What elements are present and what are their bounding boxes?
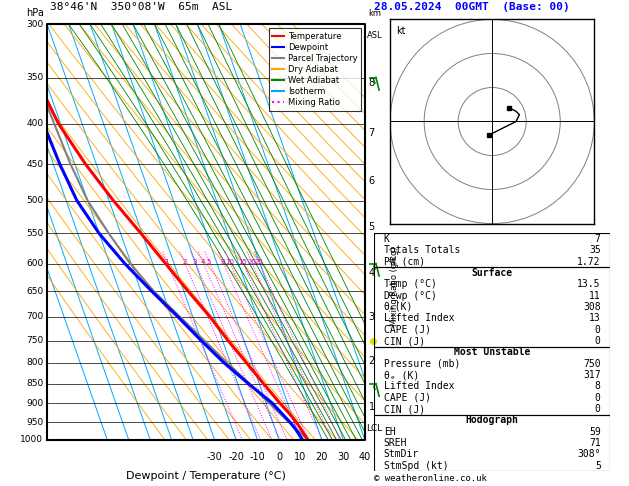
Text: Temp (°C): Temp (°C) <box>384 279 437 289</box>
Text: 8: 8 <box>595 382 601 391</box>
Text: 500: 500 <box>26 196 43 205</box>
Text: 0: 0 <box>595 404 601 414</box>
Text: 450: 450 <box>26 160 43 169</box>
Text: K: K <box>384 234 389 244</box>
Text: 400: 400 <box>26 119 43 128</box>
Text: Pressure (mb): Pressure (mb) <box>384 359 460 369</box>
Text: StmDir: StmDir <box>384 450 419 459</box>
Text: 1000: 1000 <box>20 435 43 444</box>
Text: 1: 1 <box>165 259 169 265</box>
Text: 8: 8 <box>221 259 225 265</box>
Text: Dewp (°C): Dewp (°C) <box>384 291 437 301</box>
Text: SREH: SREH <box>384 438 407 448</box>
Text: 3: 3 <box>369 312 375 322</box>
Text: 700: 700 <box>26 312 43 321</box>
Text: 13: 13 <box>589 313 601 323</box>
Text: 20: 20 <box>247 259 256 265</box>
Text: 350: 350 <box>26 73 43 82</box>
Text: 6: 6 <box>369 176 375 186</box>
Text: 308°: 308° <box>577 450 601 459</box>
Text: 4: 4 <box>369 268 375 278</box>
Text: 0: 0 <box>276 452 282 462</box>
Text: 650: 650 <box>26 287 43 295</box>
Text: kt: kt <box>396 26 406 35</box>
Text: 750: 750 <box>26 336 43 345</box>
Text: θₑ(K): θₑ(K) <box>384 302 413 312</box>
Text: Lifted Index: Lifted Index <box>384 382 454 391</box>
Text: ASL: ASL <box>367 31 382 39</box>
Text: 11: 11 <box>589 291 601 301</box>
Text: 8: 8 <box>369 78 375 88</box>
Text: Mixing Ratio (g/kg): Mixing Ratio (g/kg) <box>390 246 399 326</box>
Text: CIN (J): CIN (J) <box>384 404 425 414</box>
Text: Most Unstable: Most Unstable <box>454 347 530 357</box>
Text: StmSpd (kt): StmSpd (kt) <box>384 461 448 471</box>
Text: 13.5: 13.5 <box>577 279 601 289</box>
Text: 28.05.2024  00GMT  (Base: 00): 28.05.2024 00GMT (Base: 00) <box>374 2 570 12</box>
Text: 0: 0 <box>595 336 601 346</box>
Text: 3: 3 <box>192 259 198 265</box>
Text: Totals Totals: Totals Totals <box>384 245 460 255</box>
Text: 38°46'N  350°08'W  65m  ASL: 38°46'N 350°08'W 65m ASL <box>50 2 233 12</box>
Text: 15: 15 <box>238 259 247 265</box>
Text: 25: 25 <box>255 259 264 265</box>
Text: 0: 0 <box>595 393 601 403</box>
Text: 5: 5 <box>369 222 375 232</box>
Text: 300: 300 <box>26 20 43 29</box>
Text: 30: 30 <box>337 452 350 462</box>
Text: 308: 308 <box>583 302 601 312</box>
Text: -20: -20 <box>228 452 244 462</box>
Text: 900: 900 <box>26 399 43 408</box>
Text: CIN (J): CIN (J) <box>384 336 425 346</box>
Text: CAPE (J): CAPE (J) <box>384 393 431 403</box>
Text: -10: -10 <box>250 452 265 462</box>
Text: hPa: hPa <box>26 8 44 18</box>
Text: 800: 800 <box>26 358 43 367</box>
Text: PW (cm): PW (cm) <box>384 257 425 267</box>
Text: 750: 750 <box>583 359 601 369</box>
Text: 2: 2 <box>369 356 375 365</box>
Text: CAPE (J): CAPE (J) <box>384 325 431 335</box>
Text: 600: 600 <box>26 259 43 268</box>
Text: 1.72: 1.72 <box>577 257 601 267</box>
Text: Dewpoint / Temperature (°C): Dewpoint / Temperature (°C) <box>126 471 286 481</box>
Text: Hodograph: Hodograph <box>465 416 519 425</box>
Text: 40: 40 <box>359 452 371 462</box>
Text: 1: 1 <box>369 401 375 412</box>
Text: -30: -30 <box>207 452 223 462</box>
Text: 35: 35 <box>589 245 601 255</box>
Text: Surface: Surface <box>472 268 513 278</box>
Text: 10: 10 <box>225 259 234 265</box>
Text: 5: 5 <box>595 461 601 471</box>
Text: θₑ (K): θₑ (K) <box>384 370 419 380</box>
Text: 4: 4 <box>201 259 205 265</box>
Text: 5: 5 <box>207 259 211 265</box>
Text: 10: 10 <box>294 452 306 462</box>
Text: 2: 2 <box>182 259 186 265</box>
Text: 850: 850 <box>26 379 43 388</box>
Text: 59: 59 <box>589 427 601 437</box>
Legend: Temperature, Dewpoint, Parcel Trajectory, Dry Adiabat, Wet Adiabat, Isotherm, Mi: Temperature, Dewpoint, Parcel Trajectory… <box>269 29 360 111</box>
Text: 71: 71 <box>589 438 601 448</box>
Text: km: km <box>368 9 381 18</box>
Text: © weatheronline.co.uk: © weatheronline.co.uk <box>374 474 487 483</box>
Text: 7: 7 <box>595 234 601 244</box>
Text: Lifted Index: Lifted Index <box>384 313 454 323</box>
Text: LCL: LCL <box>367 424 382 433</box>
Text: 20: 20 <box>316 452 328 462</box>
Text: 7: 7 <box>369 128 375 138</box>
Text: 0: 0 <box>595 325 601 335</box>
Text: 950: 950 <box>26 417 43 427</box>
Text: 550: 550 <box>26 229 43 238</box>
Text: EH: EH <box>384 427 396 437</box>
Text: 317: 317 <box>583 370 601 380</box>
